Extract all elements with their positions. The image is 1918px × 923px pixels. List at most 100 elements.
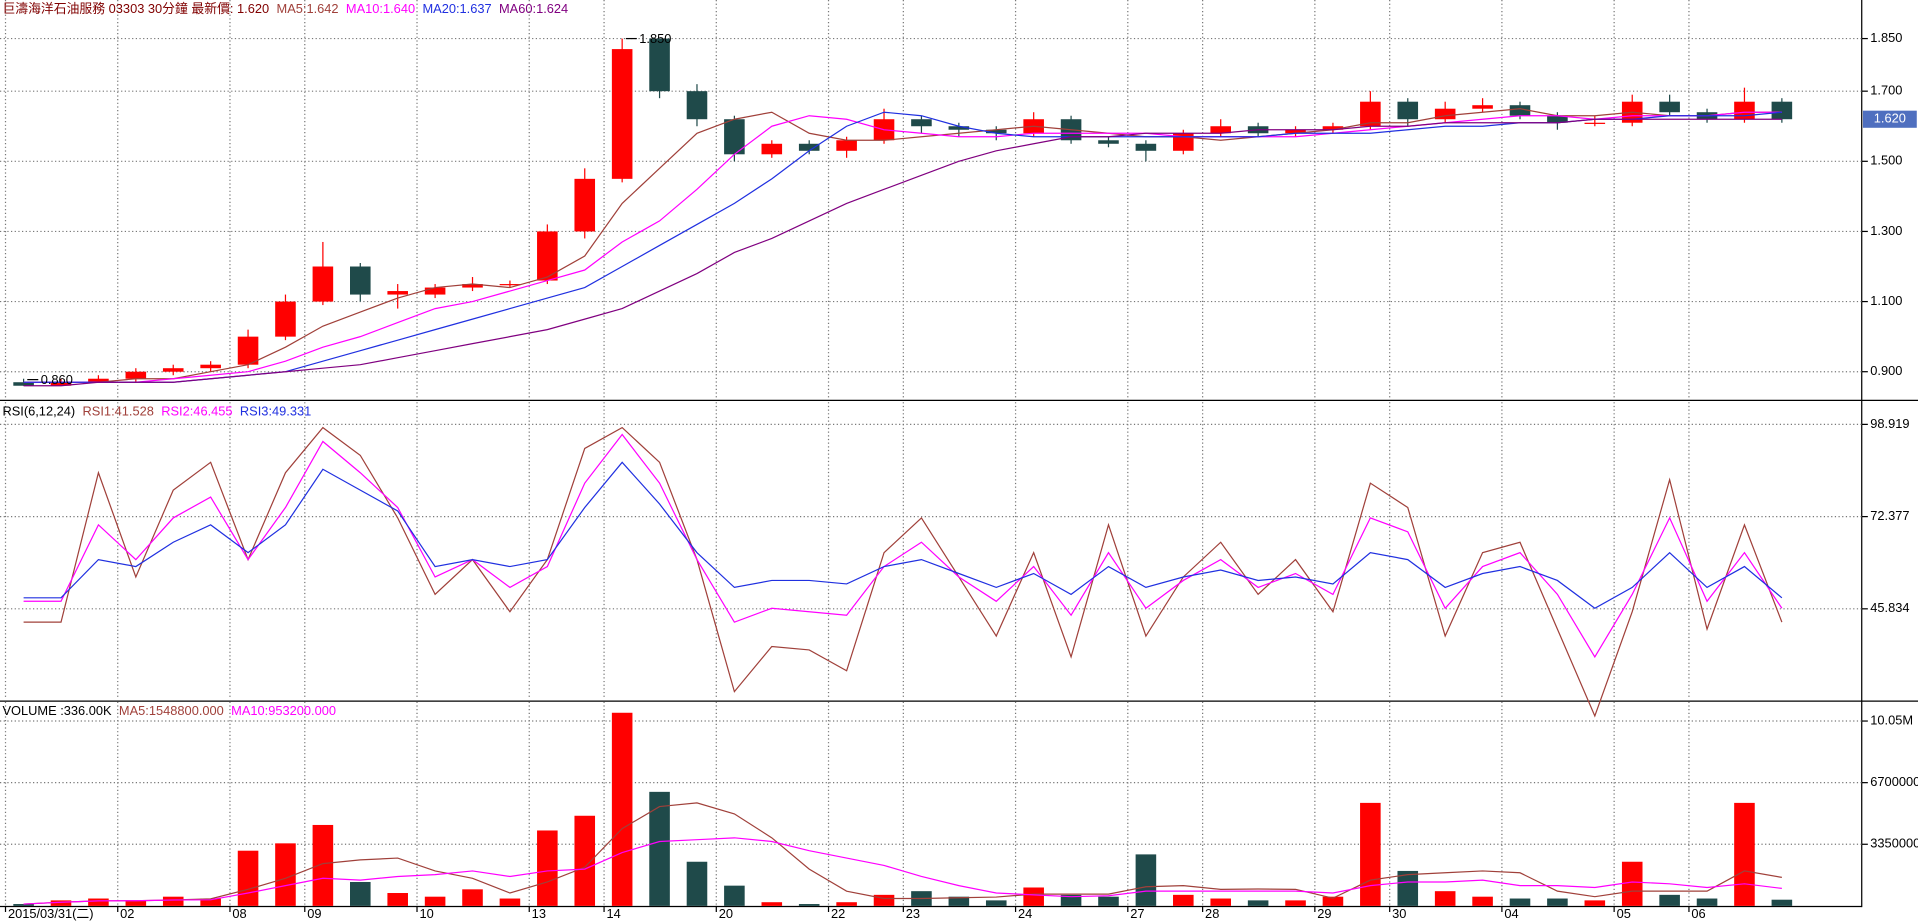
volume-bar [1434,891,1456,906]
volume-bar [88,898,109,906]
volume-bar [1621,861,1643,906]
line-series [23,111,1782,383]
panel-title: RSI(6,12,24) [2,403,75,418]
legend-entry: RSI2:46.455 [161,403,232,418]
legend-entry: MA5:1.642 [277,1,339,16]
x-tick-label: 13 [532,906,546,921]
line-series [23,426,1783,718]
candle-body [1734,101,1755,120]
y-tick-label: 45.834 [1870,600,1909,615]
candle-body [1472,105,1493,109]
y-tick-label: 10.05M [1870,712,1913,727]
volume-bar [985,900,1007,906]
candle-body [88,378,109,383]
volume-bar [574,815,596,906]
candle-body [836,140,857,151]
line-series [23,837,1782,905]
x-tick-label: 28 [1205,906,1219,921]
x-tick-label: 05 [1617,906,1631,921]
volume-bar [873,894,895,906]
volume-bar [1472,896,1493,906]
legend-entry: MA20:1.637 [422,1,491,16]
candle-body [1547,115,1568,123]
volume-bar [387,893,408,906]
volume-bar [724,885,745,906]
x-tick-label: 27 [1130,906,1144,921]
y-tick-label: 1.850 [1870,30,1902,45]
candle-body [1434,108,1456,120]
volume-bar [1023,887,1044,906]
candle-body [1360,101,1381,127]
candle-body [649,38,670,92]
volume-bar [537,830,558,906]
volume-bar [1771,899,1793,906]
volume-bar [312,824,334,906]
x-tick-label: 23 [906,906,920,921]
volume-bar [1659,894,1680,906]
y-tick-label: 98.919 [1870,416,1909,431]
volume-bar [1060,894,1082,906]
legend-entry: MA10:953200.000 [231,703,336,718]
volume-bar [125,900,147,906]
annotation: 0.860 [41,372,73,387]
volume-bar [1734,802,1755,906]
candle-body [761,143,783,155]
volume-bar [162,896,184,906]
candle-body [611,49,633,179]
candle-body [724,119,745,155]
volume-bar [462,889,483,906]
line-series [23,461,1783,609]
candle-body [1322,126,1344,130]
x-tick-label: 30 [1392,906,1406,921]
y-tick-label: 1.300 [1870,223,1902,238]
candle-body [424,287,446,295]
x-tick-label: 09 [307,906,321,921]
x-tick-label: 02 [120,906,134,921]
panel-title: 巨濤海洋石油服務 03303 30分鐘 最新價: 1.620 [2,1,269,16]
volume-bar [1360,802,1381,906]
candle-body [574,178,596,232]
volume-bar [798,904,820,906]
candle-body [1584,122,1606,124]
x-tick-label: 24 [1018,906,1032,921]
candle-body [200,364,221,369]
volume-bar [200,898,221,906]
x-tick-label: 06 [1691,906,1705,921]
line-series [23,111,1782,383]
volume-bar [1509,898,1531,906]
candle-body [985,129,1007,134]
legend-entry: MA60:1.624 [499,1,568,16]
x-tick-label: 20 [719,906,733,921]
candle-body [13,382,34,386]
volume-bar [1322,896,1344,906]
candle-body [387,291,408,295]
candle-body [1397,101,1419,120]
volume-bar [686,861,708,906]
x-tick-label: 08 [232,906,246,921]
volume-bar [499,898,521,906]
candle-body [1285,129,1306,134]
y-tick-label: 1.700 [1870,83,1902,98]
candle-body [312,266,334,302]
y-tick-label: 0.900 [1870,363,1902,378]
legend-entry: MA5:1548800.000 [119,703,224,718]
candle-body [948,126,970,130]
line-series [23,433,1783,659]
legend-entry: RSI3:49.331 [240,403,311,418]
volume-bar [349,881,371,906]
x-tick-label: 10 [419,906,433,921]
volume-bar [649,791,670,906]
candle-body [125,371,147,379]
line-series [23,802,1782,905]
volume-bar [761,902,783,906]
candle-body [1659,101,1680,113]
volume-bar [1547,898,1568,906]
candle-body [162,368,184,372]
legend-entry: RSI1:41.528 [83,403,154,418]
y-tick-label: 6700000 [1870,774,1918,789]
volume-bar [1098,896,1119,906]
candle-body [1210,126,1232,134]
